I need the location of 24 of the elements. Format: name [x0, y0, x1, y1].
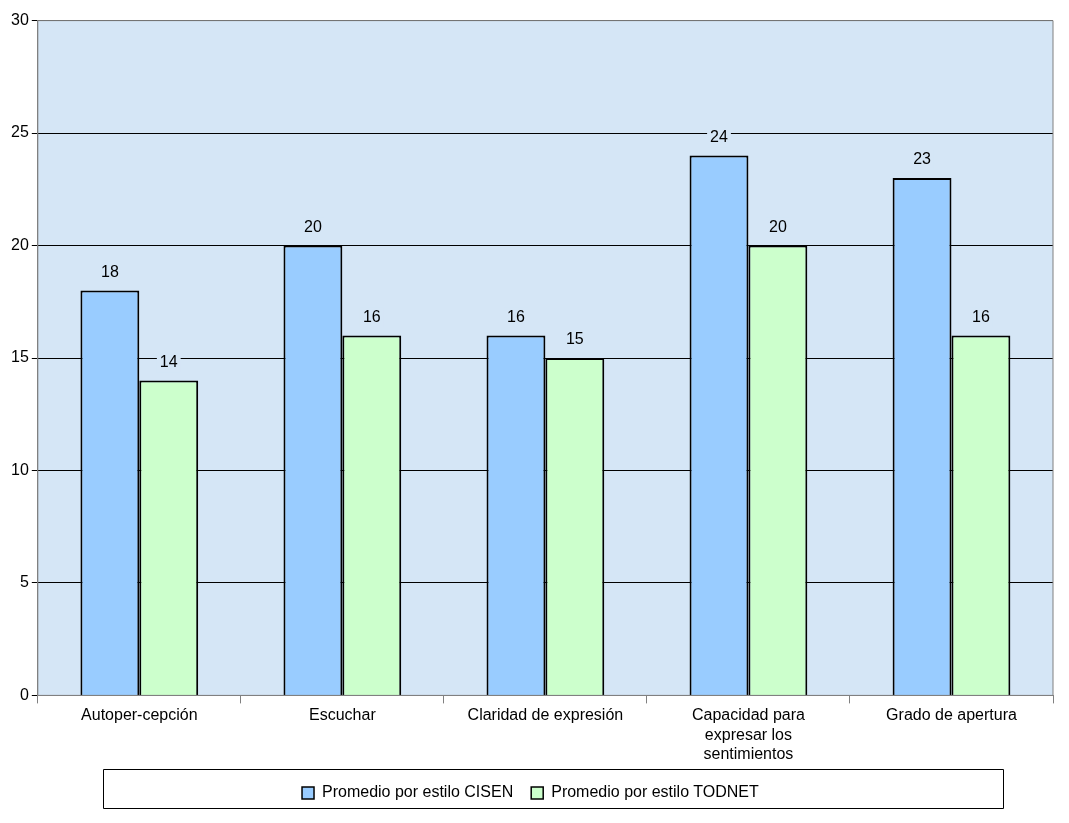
x-tick-label: Autoper-cepción — [81, 706, 198, 724]
data-label: 18 — [100, 262, 119, 280]
data-label: 15 — [565, 330, 584, 348]
y-tick-label: 10 — [11, 460, 29, 478]
x-tick-label: Claridad de expresión — [467, 706, 624, 724]
y-tick-label: 0 — [19, 685, 29, 703]
data-label: 20 — [304, 217, 322, 235]
y-tick-label: 15 — [11, 348, 29, 366]
y-tick-label: 5 — [19, 573, 29, 591]
data-label: 24 — [710, 127, 728, 145]
data-label: 16 — [507, 307, 525, 325]
data-label: 16 — [362, 307, 381, 325]
y-tick-label: 30 — [11, 11, 29, 29]
legend-label: Promedio por estilo CISEN — [322, 783, 514, 801]
data-label: 14 — [159, 352, 178, 370]
legend-label: Promedio por estilo TODNET — [551, 783, 759, 801]
x-tick-label: Grado de apertura — [886, 706, 1017, 724]
y-tick-label: 20 — [11, 235, 29, 253]
y-tick-label: 25 — [11, 123, 29, 141]
x-tick-label: Capacidad para expresar los sentimientos — [691, 706, 806, 762]
data-label: 20 — [768, 217, 787, 235]
data-label: 16 — [972, 307, 990, 325]
data-label: 23 — [913, 150, 932, 168]
x-tick-label: Escuchar — [309, 706, 377, 724]
